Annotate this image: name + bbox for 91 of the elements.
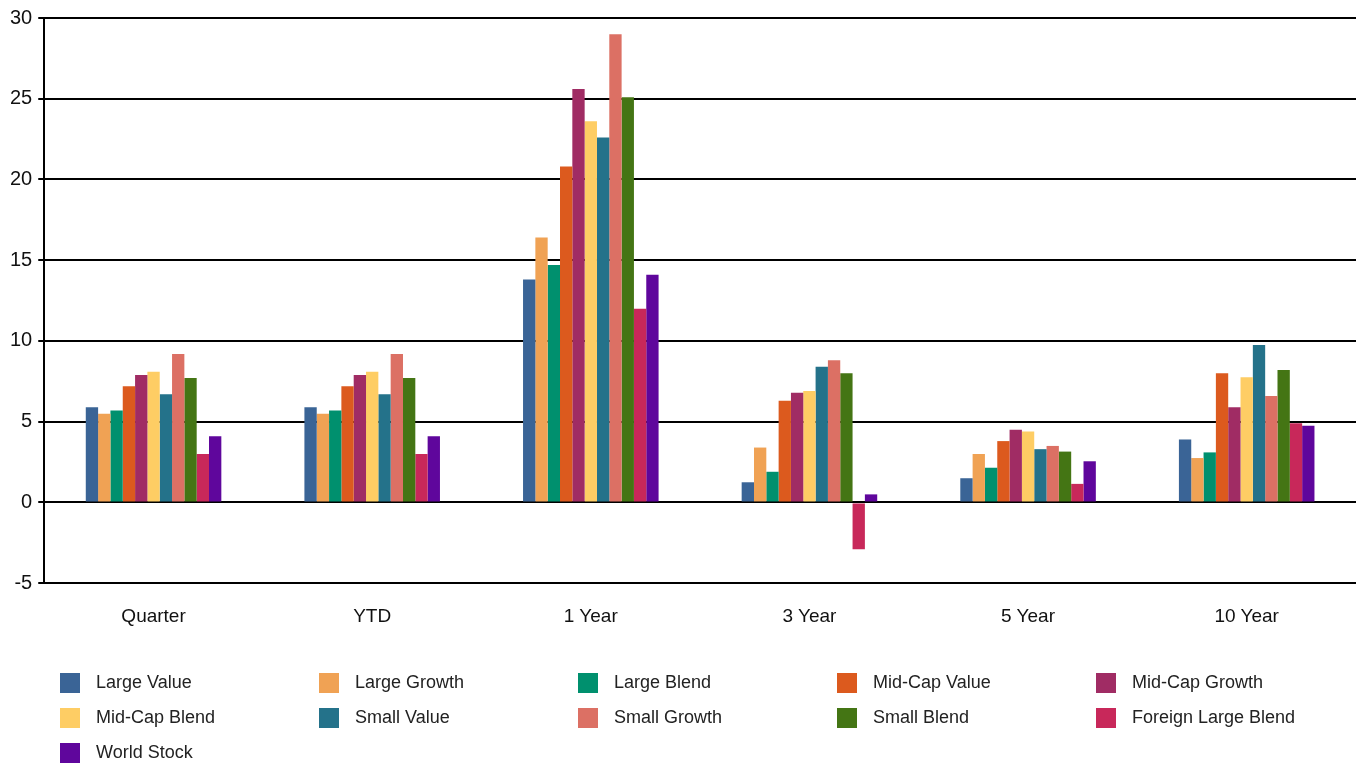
bar xyxy=(1191,458,1204,502)
bar xyxy=(535,237,548,502)
bar xyxy=(390,353,403,502)
bar xyxy=(353,374,367,502)
bar xyxy=(1046,445,1059,502)
bar xyxy=(366,371,379,502)
bar xyxy=(1228,407,1241,502)
bar xyxy=(122,386,136,502)
bar xyxy=(1071,483,1084,502)
y-tick-label: 25 xyxy=(10,86,33,109)
bar xyxy=(960,478,973,502)
legend-label: World Stock xyxy=(96,742,193,763)
bar xyxy=(1021,431,1035,502)
bar xyxy=(196,454,210,502)
bar xyxy=(85,407,99,502)
legend-label: Foreign Large Blend xyxy=(1132,707,1296,728)
bar xyxy=(316,413,330,502)
bar xyxy=(110,410,123,502)
bar xyxy=(402,378,416,502)
y-tick-label: 15 xyxy=(10,247,33,270)
x-tick-label: YTD xyxy=(353,604,392,626)
bar xyxy=(523,279,536,502)
bar xyxy=(840,373,853,502)
bar xyxy=(172,353,185,502)
bar xyxy=(209,436,222,502)
bar xyxy=(378,394,391,502)
bar xyxy=(1240,377,1253,502)
bar xyxy=(864,494,878,502)
x-tick-label: Quarter xyxy=(121,604,187,626)
y-tick-label: 5 xyxy=(21,409,33,432)
bar xyxy=(584,121,597,502)
bar xyxy=(997,441,1010,502)
legend-label: Mid-Cap Growth xyxy=(1132,672,1264,693)
y-tick-label: 10 xyxy=(10,328,33,351)
legend-label: Small Growth xyxy=(614,707,723,728)
y-tick-label: 20 xyxy=(10,167,33,189)
bar xyxy=(147,371,160,502)
legend-label: Small Blend xyxy=(873,707,970,728)
y-tick-label: 30 xyxy=(10,5,33,28)
bar xyxy=(1058,451,1072,502)
bar xyxy=(572,89,585,502)
bar xyxy=(1009,429,1022,502)
bar xyxy=(1178,439,1192,502)
y-tick-label: 0 xyxy=(21,489,33,512)
bar xyxy=(1265,395,1278,502)
x-tick-label: 10 Year xyxy=(1214,604,1280,626)
bar xyxy=(815,366,828,502)
legend-label: Mid-Cap Blend xyxy=(96,707,216,728)
bar xyxy=(159,394,173,502)
y-tick-label: -5 xyxy=(14,570,33,593)
bar xyxy=(184,378,197,502)
legend-label: Large Value xyxy=(96,672,192,693)
bar xyxy=(778,400,791,502)
bar xyxy=(1302,425,1315,502)
legend-label: Mid-Cap Value xyxy=(873,672,991,693)
bar xyxy=(790,392,804,502)
legend-label: Small Value xyxy=(355,707,450,728)
bar xyxy=(803,391,816,502)
bar xyxy=(753,447,767,502)
bar xyxy=(560,166,573,502)
x-tick-label: 3 Year xyxy=(782,604,838,626)
bar xyxy=(1215,373,1229,502)
bar xyxy=(135,374,148,502)
bar xyxy=(633,308,647,502)
bar xyxy=(304,407,317,502)
bar xyxy=(1277,370,1290,502)
bar xyxy=(1289,423,1303,502)
bar xyxy=(427,436,440,502)
bar xyxy=(741,482,754,502)
bar xyxy=(852,503,865,550)
bar xyxy=(1083,461,1096,502)
bar xyxy=(984,467,998,502)
bar xyxy=(596,137,610,502)
x-tick-label: 5 Year xyxy=(1001,604,1056,626)
legend-label: Large Growth xyxy=(355,672,465,693)
bar xyxy=(1034,449,1047,502)
bar xyxy=(766,471,779,502)
bar xyxy=(972,454,985,502)
x-tick-label: 1 Year xyxy=(563,604,619,626)
bar xyxy=(1203,452,1216,502)
bar xyxy=(98,413,111,502)
bar xyxy=(415,454,428,502)
bar xyxy=(827,360,841,502)
bar xyxy=(547,265,560,502)
bar xyxy=(329,410,342,502)
bar xyxy=(646,274,659,502)
bar xyxy=(1252,345,1266,502)
legend-label: Large Blend xyxy=(614,672,712,693)
bar xyxy=(621,97,634,502)
bar xyxy=(341,386,354,502)
bar xyxy=(609,34,622,502)
